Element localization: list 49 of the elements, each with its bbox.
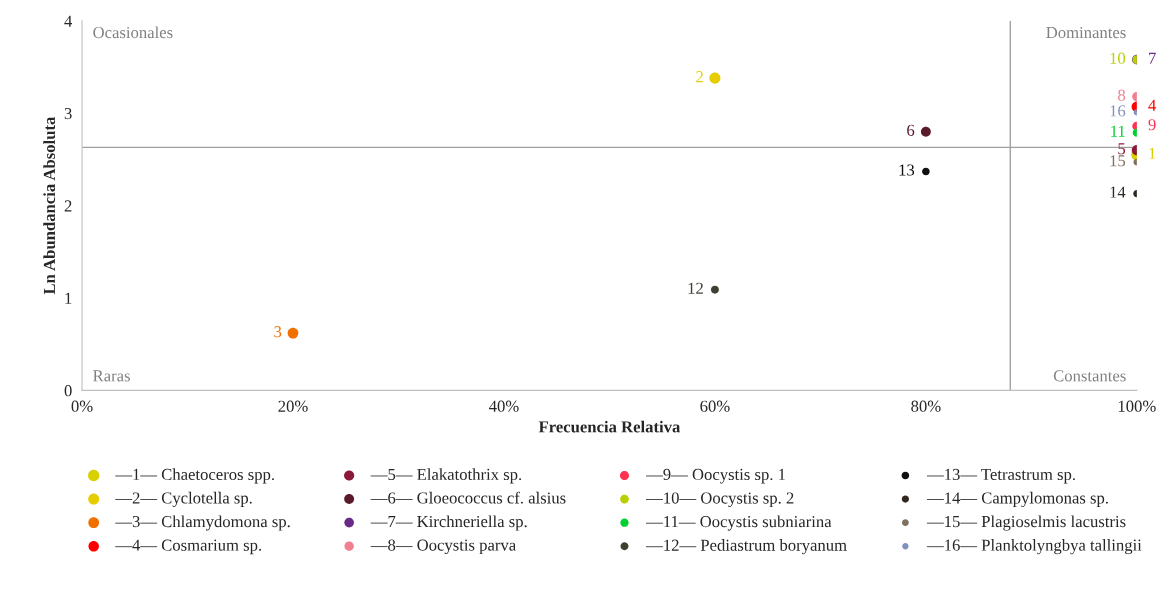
legend-label: —4— Cosmarium sp. <box>115 539 262 555</box>
annotation: 15 <box>1110 155 1126 167</box>
legend-label: —16— Planktolyngbya tallingii <box>926 539 1142 555</box>
legend-label: —13— Tetrastrum sp. <box>926 468 1075 484</box>
annotation: 9 <box>1148 119 1156 131</box>
legend-label: —10— Oocystis sp. 2 <box>646 492 794 508</box>
legend-label: —6— Gloeococcus cf. alsius <box>370 491 566 504</box>
y-axis-title: Ln Abundancia Absoluta <box>43 116 56 295</box>
legend-label: —7— Kirchneriella sp. <box>370 515 527 531</box>
legend-label: —8— Oocystis parva <box>370 539 516 555</box>
annotation: 1 <box>1149 147 1156 159</box>
x-tick-label: 100% <box>1118 400 1156 412</box>
y-tick-label: 3 <box>64 107 72 120</box>
x-axis-title: Frecuencia Relativa <box>538 420 681 433</box>
annotation: 10 <box>1110 52 1126 64</box>
annotation: 2 <box>696 71 703 83</box>
annotation: Ocasionales <box>93 26 173 39</box>
x-tick-label: 60% <box>700 400 730 412</box>
annotation: 4 <box>1148 99 1157 111</box>
annotation: Raras <box>93 370 130 382</box>
annotation: Constantes <box>1053 370 1126 382</box>
y-tick-label: 0 <box>64 385 72 397</box>
annotation: 6 <box>907 124 915 136</box>
annotation: 8 <box>1118 89 1126 101</box>
x-tick-label: 0% <box>71 400 93 412</box>
legend-label: —12— Pediastrum boryanum <box>646 539 847 555</box>
y-tick-label: 4 <box>64 15 73 27</box>
annotation: 13 <box>899 164 915 176</box>
x-tick-label: 40% <box>489 400 519 412</box>
y-tick-label: 1 <box>65 292 72 304</box>
annotation: 12 <box>688 282 703 294</box>
annotation: 14 <box>1110 186 1126 198</box>
annotation: Dominantes <box>1046 26 1126 39</box>
legend-label: —2— Cyclotella sp. <box>115 491 252 508</box>
legend-label: —1— Chaetoceros spp. <box>115 468 274 484</box>
legend-label: —9— Oocystis sp. 1 <box>646 468 785 484</box>
y-tick-label: 2 <box>64 200 72 212</box>
legend-label: —11— Oocystis subniarina <box>646 515 832 531</box>
annotation: 5 <box>1118 143 1126 155</box>
legend-label: —14— Campylomonas sp. <box>926 491 1108 508</box>
legend-label: —3— Chlamydomona sp. <box>115 515 290 531</box>
x-tick-label: 20% <box>278 400 308 412</box>
annotation: 16 <box>1110 105 1126 117</box>
annotation: 7 <box>1149 52 1156 64</box>
legend-label: —5— Elakatothrix sp. <box>370 468 522 484</box>
x-tick-label: 80% <box>911 400 941 412</box>
annotation: 11 <box>1111 125 1125 137</box>
legend-label: —15— Plagioselmis lacustris <box>926 515 1126 531</box>
annotation: 3 <box>274 326 282 338</box>
